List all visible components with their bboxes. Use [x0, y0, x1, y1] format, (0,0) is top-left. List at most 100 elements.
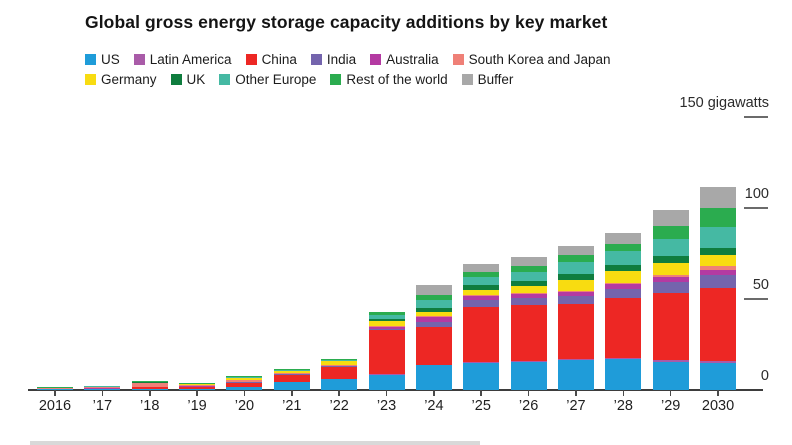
bar-segment-south-korea-and-japan: [368, 325, 405, 327]
x-label-22: ’22: [329, 398, 349, 414]
bar-segment-germany: [84, 386, 121, 388]
x-tick-25: [480, 390, 483, 396]
bar-segment-china: [368, 329, 405, 375]
x-tick-21: [291, 390, 293, 396]
bar-segment-china: [179, 386, 216, 389]
x-tick-20: [243, 390, 246, 396]
bar-segment-south-korea-and-japan: [273, 373, 310, 374]
legend-label-rest-of-the-world: Rest of the world: [346, 71, 448, 87]
bar-segment-china: [37, 388, 73, 390]
bar-segment-uk: [415, 308, 452, 312]
bar-segment-buffer: [226, 375, 263, 377]
bar-segment-australia: [321, 365, 358, 367]
bar-segment-other-europe: [226, 376, 263, 378]
bar-segment-rest-of-the-world: [131, 381, 168, 382]
bar-20: [226, 375, 263, 390]
legend-item-india: India: [310, 52, 356, 67]
bar-segment-uk: [131, 382, 168, 383]
other-europe-swatch-icon: [219, 73, 231, 85]
bar-segment-other-europe: [273, 369, 310, 371]
bar-segment-other-europe: [652, 239, 689, 257]
legend-item-buffer: Buffer: [461, 72, 513, 87]
legend-row-1: US Latin America China India Australia South …: [85, 49, 611, 69]
bar-segment-australia: [605, 284, 642, 289]
bar-segment-india: [415, 321, 452, 327]
bar-segment-south-korea-and-japan: [226, 379, 263, 382]
bar-segment-south-korea-and-japan: [605, 282, 642, 285]
y-label-150-gigawatts: 150 gigawatts: [679, 95, 769, 111]
bar-segment-china: [84, 388, 121, 390]
bar-segment-rest-of-the-world: [179, 382, 216, 384]
bar-segment-south-korea-and-japan: [510, 292, 547, 294]
bar-segment-germany: [415, 311, 452, 317]
bar-segment-australia: [226, 381, 263, 383]
x-label-24: ’24: [424, 398, 444, 414]
bar-19: [179, 382, 216, 390]
bar-segment-germany: [179, 384, 216, 385]
legend-item-australia: Australia: [370, 52, 439, 67]
bar-segment-china: [700, 288, 737, 361]
bar-segment-latin-america: [510, 360, 547, 362]
bar-segment-latin-america: [605, 358, 642, 360]
bar-segment-other-europe: [463, 277, 500, 286]
legend-label-other-europe: Other Europe: [235, 71, 317, 87]
y-tick-dash-100: [744, 207, 768, 209]
bar-segment-uk: [368, 318, 405, 322]
bar-segment-south-korea-and-japan: [415, 316, 452, 318]
x-tick-26: [527, 390, 530, 396]
bar-segment-germany: [131, 382, 168, 384]
x-label-17: ’17: [92, 398, 113, 414]
bar-21: [273, 369, 310, 390]
bar-segment-uk: [463, 285, 500, 290]
bar-segment-uk: [557, 274, 594, 281]
bar-segment-other-europe: [557, 261, 594, 275]
bar-segment-south-korea-and-japan: [321, 365, 358, 366]
bar-26: [510, 257, 547, 390]
x-label-29: ’29: [660, 398, 681, 414]
legend-label-germany: Germany: [101, 71, 157, 87]
legend-item-us: US: [85, 52, 120, 67]
australia-swatch-icon: [370, 53, 382, 65]
bar-segment-south-korea-and-japan: [84, 387, 121, 389]
bar-segment-india: [463, 300, 500, 307]
legend-label-latin-america: Latin America: [149, 51, 232, 67]
bar-segment-china: [131, 386, 168, 389]
bar-segment-other-europe: [510, 271, 547, 282]
x-label-28: ’28: [613, 398, 633, 414]
bar-18: [131, 381, 168, 390]
bar-22: [321, 358, 358, 390]
bar-segment-germany: [226, 377, 263, 380]
bar-segment-china: [652, 293, 689, 361]
x-label-2030: 2030: [701, 398, 735, 414]
x-label-18: ’18: [140, 398, 160, 414]
cropped-bottom-artifact: [30, 441, 480, 445]
bar-segment-rest-of-the-world: [273, 369, 310, 370]
bar-segment-australia: [179, 386, 216, 387]
bar-segment-rest-of-the-world: [700, 208, 737, 227]
germany-swatch-icon: [85, 73, 96, 85]
bar-segment-australia: [557, 291, 594, 297]
legend-label-china: China: [261, 51, 297, 67]
bar-23: [368, 311, 405, 390]
bar-segment-germany: [321, 361, 358, 366]
bar-segment-china: [510, 305, 547, 361]
page-title: Global gross energy storage capacity add…: [85, 12, 608, 32]
bar-segment-us: [273, 382, 310, 390]
legend-item-china: China: [245, 51, 297, 67]
rest-of-the-world-swatch-icon: [330, 73, 342, 85]
x-tick-23: [385, 390, 388, 396]
bar-segment-india: [605, 288, 642, 299]
x-label-19: ’19: [187, 398, 207, 414]
bar-segment-us: [652, 361, 689, 390]
x-tick-19: [196, 390, 198, 396]
bar-segment-latin-america: [700, 360, 737, 363]
bar-segment-buffer: [510, 257, 547, 267]
bar-segment-china: [605, 298, 642, 359]
bar-segment-china: [321, 366, 358, 379]
legend-item-latin-america: Latin America: [133, 51, 232, 67]
bar-segment-uk: [510, 281, 547, 287]
bar-25: [463, 263, 500, 390]
bar-segment-buffer: [652, 209, 689, 227]
bar-segment-south-korea-and-japan: [557, 290, 594, 292]
